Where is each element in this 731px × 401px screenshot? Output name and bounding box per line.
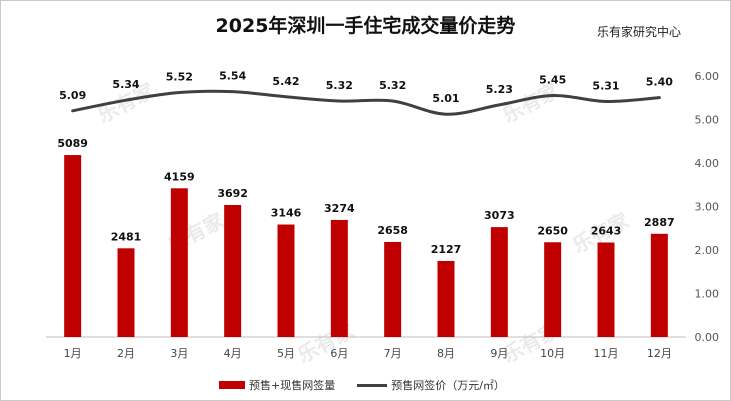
bar-data-label: 2127 <box>431 243 462 256</box>
bar-data-label: 3146 <box>271 207 302 220</box>
bar-data-label: 4159 <box>164 170 195 183</box>
bar-data-label: 2650 <box>537 224 568 237</box>
legend-line-swatch <box>357 383 388 387</box>
right-axis-tick-label: 5.00 <box>695 114 720 127</box>
x-tick-label: 9月 <box>490 347 508 360</box>
x-tick-label: 5月 <box>277 347 295 360</box>
line-data-label: 5.01 <box>432 92 459 105</box>
bar-5月 <box>277 224 295 337</box>
bar-data-label: 3274 <box>324 202 355 215</box>
bar-data-label: 2887 <box>644 216 675 229</box>
line-data-label: 5.42 <box>272 75 299 88</box>
bar-12月 <box>650 233 668 337</box>
right-axis-tick-label: 0.00 <box>695 331 720 344</box>
x-tick-label: 8月 <box>437 347 455 360</box>
bar-2月 <box>117 248 135 337</box>
x-tick-label: 4月 <box>224 347 242 360</box>
x-tick-label: 12月 <box>647 347 672 360</box>
bar-1月 <box>64 155 82 337</box>
line-data-label: 5.09 <box>59 89 86 102</box>
source-label: 乐有家研究中心 <box>597 25 682 39</box>
line-data-label: 5.32 <box>326 79 353 92</box>
legend: 预售+现售网签量 预售网签价（万元/㎡） <box>219 377 527 393</box>
bar-8月 <box>437 260 455 337</box>
bar-4月 <box>224 204 242 337</box>
x-tick-label: 2月 <box>117 347 135 360</box>
right-axis-tick-label: 3.00 <box>695 201 720 214</box>
bar-data-label: 5089 <box>57 137 88 150</box>
bar-data-label: 2643 <box>591 225 622 238</box>
line-data-label: 5.45 <box>539 74 566 87</box>
right-axis-tick-label: 4.00 <box>695 157 720 170</box>
line-data-label: 5.34 <box>112 78 139 91</box>
legend-item-volume: 预售+现售网签量 <box>219 377 335 393</box>
right-axis-tick-label: 6.00 <box>695 70 720 83</box>
legend-item-price: 预售网签价（万元/㎡） <box>357 377 505 393</box>
line-data-label: 5.31 <box>592 79 619 92</box>
watermark: 乐有家 <box>294 318 359 368</box>
x-tick-label: 10月 <box>540 347 565 360</box>
bar-data-label: 2658 <box>377 224 408 237</box>
line-data-label: 5.40 <box>646 76 673 89</box>
legend-label-price: 预售网签价（万元/㎡） <box>391 379 505 392</box>
line-data-label: 5.23 <box>486 83 513 96</box>
legend-label-volume: 预售+现售网签量 <box>249 379 336 392</box>
bar-9月 <box>490 227 508 337</box>
x-tick-label: 3月 <box>170 347 188 360</box>
x-tick-label: 7月 <box>384 347 402 360</box>
bar-3月 <box>170 188 188 337</box>
bar-10月 <box>544 242 562 337</box>
bar-7月 <box>384 241 402 337</box>
bar-data-label: 2481 <box>111 230 142 243</box>
chart-title: 2025年深圳一手住宅成交量价走势 <box>215 15 516 37</box>
right-axis-tick-label: 2.00 <box>695 244 720 257</box>
line-data-label: 5.32 <box>379 79 406 92</box>
legend-bar-swatch <box>219 381 245 389</box>
right-axis-tick-label: 1.00 <box>695 288 720 301</box>
x-tick-label: 6月 <box>330 347 348 360</box>
x-tick-label: 1月 <box>64 347 82 360</box>
line-data-label: 5.54 <box>219 70 246 83</box>
bar-6月 <box>330 219 348 337</box>
bar-data-label: 3692 <box>217 187 248 200</box>
line-data-label: 5.52 <box>166 71 193 84</box>
bar-11月 <box>597 242 615 337</box>
bar-data-label: 3073 <box>484 209 515 222</box>
price-line <box>71 89 661 116</box>
x-tick-label: 11月 <box>594 347 619 360</box>
